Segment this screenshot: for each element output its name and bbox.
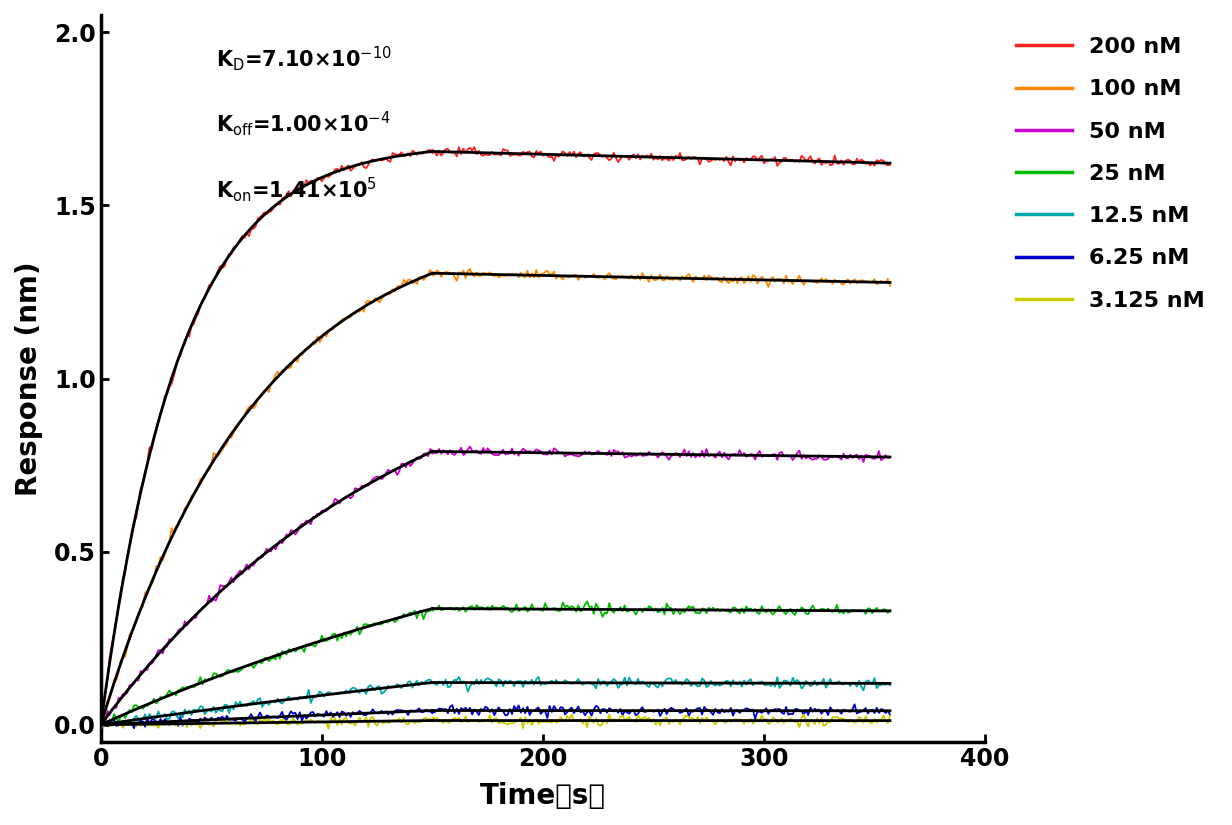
Legend: 200 nM, 100 nM, 50 nM, 25 nM, 12.5 nM, 6.25 nM, 3.125 nM: 200 nM, 100 nM, 50 nM, 25 nM, 12.5 nM, 6… — [1005, 26, 1216, 322]
X-axis label: Time（s）: Time（s） — [480, 782, 606, 810]
Text: K$_\mathrm{D}$=7.10×10$^{-10}$: K$_\mathrm{D}$=7.10×10$^{-10}$ — [216, 44, 392, 73]
Y-axis label: Response (nm): Response (nm) — [15, 262, 43, 496]
Text: K$_\mathrm{on}$=1.41×10$^5$: K$_\mathrm{on}$=1.41×10$^5$ — [216, 175, 377, 204]
Text: K$_\mathrm{off}$=1.00×10$^{-4}$: K$_\mathrm{off}$=1.00×10$^{-4}$ — [216, 110, 391, 139]
